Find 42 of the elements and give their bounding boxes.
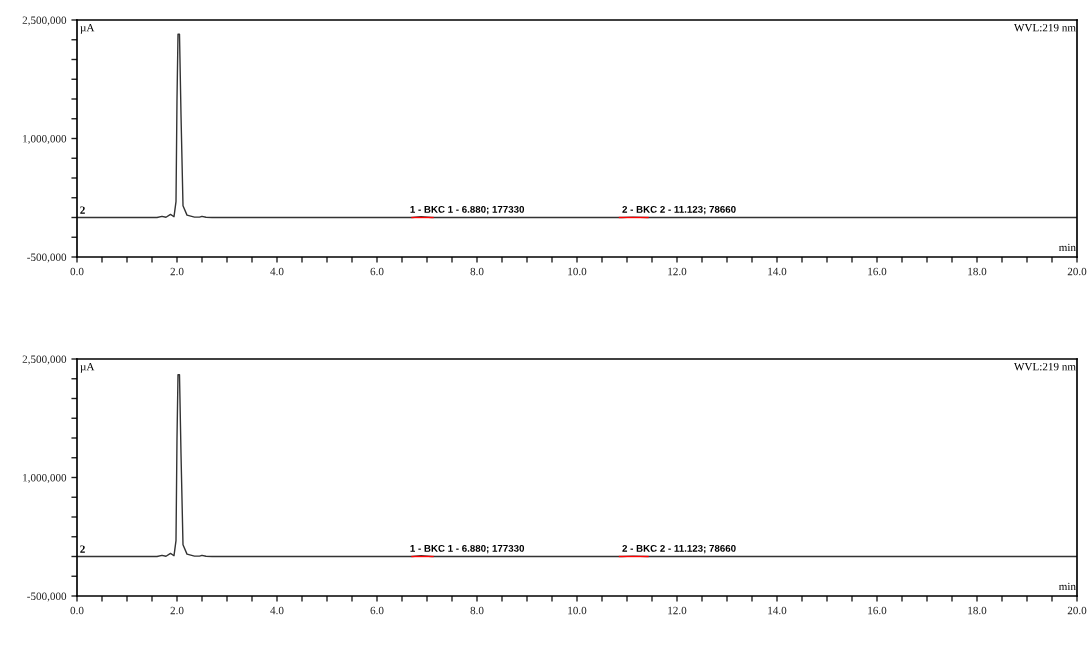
x-tick-label: 16.0 (868, 606, 887, 615)
y-tick-label: 2,500,000 (22, 16, 67, 26)
annotation: WVL:219 nm (1013, 362, 1076, 371)
y-tick-label: -500,000 (27, 253, 67, 263)
annotation: 2 (80, 206, 85, 214)
x-tick-label: 0.0 (70, 606, 84, 615)
x-tick-label: 2.0 (170, 267, 184, 276)
x-tick-label: 18.0 (968, 606, 987, 615)
annotation: 2 (80, 545, 85, 553)
x-tick-label: 4.0 (270, 606, 284, 615)
x-tick-label: 8.0 (470, 606, 484, 615)
x-tick-label: 18.0 (968, 267, 987, 276)
x-axis-title: min (1058, 582, 1076, 591)
x-tick-label: 16.0 (868, 267, 887, 276)
x-tick-label: 10.0 (568, 606, 587, 615)
line-series (77, 33, 1077, 219)
annotation: 2 - BKC 2 - 11.123; 78660 (622, 544, 736, 554)
annotation: 1 - BKC 1 - 6.880; 177330 (410, 544, 525, 554)
x-tick-label: 0.0 (70, 267, 84, 276)
annotation: 2 - BKC 2 - 11.123; 78660 (622, 205, 736, 215)
y-tick-label: 2,500,000 (22, 355, 67, 365)
annotation: 1 - BKC 1 - 6.880; 177330 (410, 205, 525, 215)
x-tick-label: 2.0 (170, 606, 184, 615)
x-tick-label: 20.0 (1067, 606, 1087, 615)
y-axis-title: µA (80, 23, 95, 34)
x-tick-label: 10.0 (568, 267, 587, 276)
x-tick-label: 12.0 (668, 267, 687, 276)
y-tick-label: 1,000,000 (23, 134, 67, 145)
annotation: WVL:219 nm (1013, 23, 1076, 32)
x-tick-label: 14.0 (768, 606, 787, 615)
x-tick-label: 6.0 (370, 606, 384, 615)
y-tick-label: 1,000,000 (23, 473, 67, 484)
x-tick-label: 8.0 (470, 267, 484, 276)
x-axis-title: min (1058, 243, 1076, 252)
x-tick-label: 20.0 (1067, 267, 1087, 276)
y-axis-title: µA (80, 362, 95, 373)
x-tick-label: 14.0 (768, 267, 787, 276)
x-tick-label: 12.0 (668, 606, 687, 615)
x-tick-label: 6.0 (370, 267, 384, 276)
line-series (77, 374, 1077, 558)
x-tick-label: 4.0 (270, 267, 284, 276)
y-tick-label: -500,000 (27, 592, 67, 602)
